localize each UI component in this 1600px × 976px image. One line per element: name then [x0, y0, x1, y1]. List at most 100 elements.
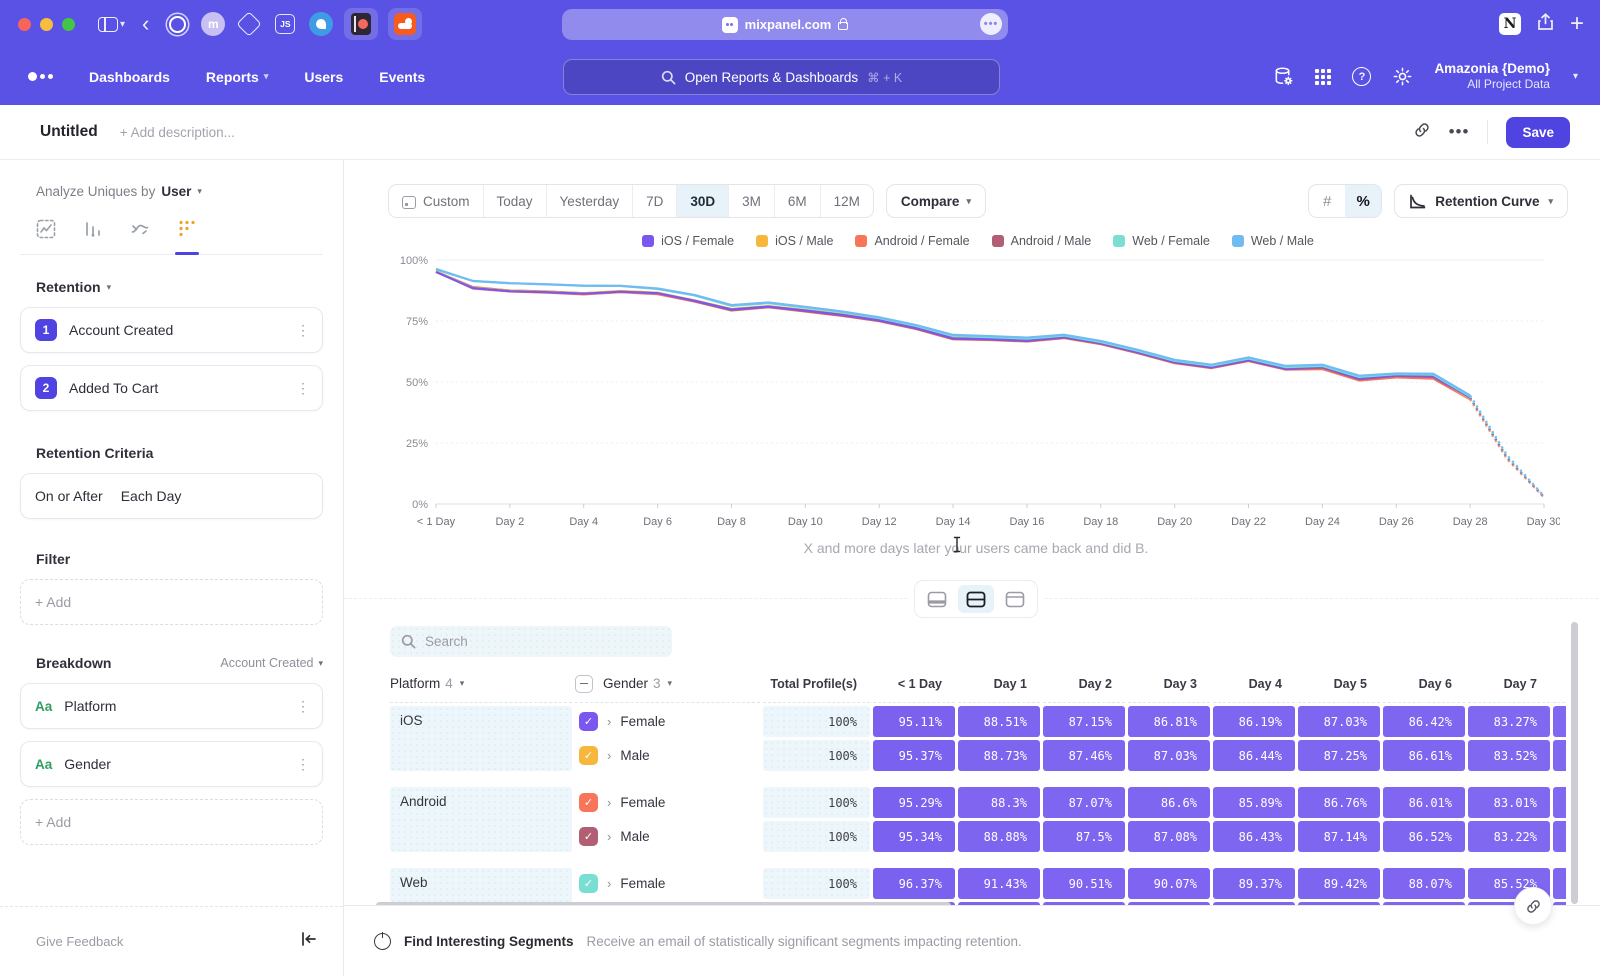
global-search[interactable]: Open Reports & Dashboards ⌘ + K [563, 59, 1000, 95]
retention-value-cell[interactable]: 87.25% [1298, 740, 1380, 771]
notion-extension-icon[interactable]: N [1499, 13, 1521, 35]
compare-button[interactable]: Compare▾ [886, 184, 986, 218]
range-yesterday[interactable]: Yesterday [547, 185, 634, 217]
retention-value-cell[interactable]: 86.19% [1213, 706, 1295, 737]
retention-value-cell[interactable]: 83.01% [1468, 787, 1550, 818]
retention-value-cell[interactable]: 86.81% [1128, 706, 1210, 737]
retention-curve-chart[interactable]: 100%75%50%25%0%< 1 DayDay 2Day 4Day 6Day… [388, 250, 1560, 532]
analyze-value[interactable]: User [161, 184, 191, 199]
mixpanel-logo[interactable] [28, 72, 53, 81]
find-segments-title[interactable]: Find Interesting Segments [404, 934, 574, 949]
retention-value-cell[interactable]: 87.15% [1043, 706, 1125, 737]
nav-item-users[interactable]: Users [304, 69, 343, 85]
series-checkbox[interactable]: ✓ [579, 874, 598, 893]
retention-value-cell[interactable]: 87.14% [1298, 821, 1380, 852]
retention-value-cell[interactable]: 87.5% [1043, 821, 1125, 852]
filter-add-button[interactable]: + Add [20, 579, 323, 625]
retention-value-cell[interactable]: 95.37% [873, 740, 955, 771]
report-title[interactable]: Untitled [40, 123, 98, 141]
retention-value-cell[interactable]: 87.46% [1043, 740, 1125, 771]
retention-step-account-created[interactable]: 1Account Created⋮ [20, 307, 323, 353]
range-today[interactable]: Today [484, 185, 547, 217]
analyze-uniques-row[interactable]: Analyze Uniques by User ▾ [20, 160, 323, 199]
layout-table-only-button[interactable] [997, 585, 1033, 613]
series-checkbox[interactable]: ✓ [579, 827, 598, 846]
number-format-button[interactable]: # [1309, 185, 1345, 217]
give-feedback-link[interactable]: Give Feedback [36, 934, 123, 949]
nav-item-events[interactable]: Events [379, 69, 425, 85]
project-switcher[interactable]: Amazonia {Demo} All Project Data [1434, 61, 1550, 93]
day-column-header[interactable]: < 1 Day [873, 665, 955, 703]
expand-chevron-icon[interactable]: › [607, 876, 611, 891]
retention-value-cell[interactable]: 88.73% [958, 740, 1040, 771]
m-avatar-tab-icon[interactable]: m [201, 12, 225, 36]
range-3m[interactable]: 3M [729, 185, 775, 217]
retention-value-cell[interactable]: 87.03% [1298, 706, 1380, 737]
percent-format-button[interactable]: % [1345, 185, 1381, 217]
day-column-header[interactable]: Day 4 [1213, 665, 1295, 703]
retention-value-cell[interactable]: 95.29% [873, 787, 955, 818]
data-management-icon[interactable] [1273, 66, 1294, 87]
kebab-menu-icon[interactable]: ⋮ [296, 761, 310, 767]
range-7d[interactable]: 7D [633, 185, 677, 217]
legend-item[interactable]: iOS / Male [756, 234, 833, 248]
legend-item[interactable]: Web / Male [1232, 234, 1314, 248]
range-12m[interactable]: 12M [821, 185, 873, 217]
settings-gear-icon[interactable] [1392, 66, 1413, 87]
share-link-floating-button[interactable] [1514, 887, 1552, 925]
expand-chevron-icon[interactable]: › [607, 748, 611, 763]
blue-orb-tab-icon[interactable] [309, 12, 333, 36]
day-column-header[interactable]: Day 3 [1128, 665, 1210, 703]
retention-value-cell[interactable]: 91.43% [958, 868, 1040, 899]
breakdown-scope-selector[interactable]: Account Created▾ [220, 656, 323, 670]
breakdown-gender[interactable]: AaGender⋮ [20, 741, 323, 787]
day-column-header[interactable]: Day 5 [1298, 665, 1380, 703]
layout-split-button[interactable] [958, 585, 994, 613]
window-controls[interactable] [18, 18, 75, 31]
retention-value-cell[interactable]: 83.27% [1468, 706, 1550, 737]
apps-grid-icon[interactable] [1315, 69, 1331, 85]
retention-value-cell[interactable]: 83.52% [1468, 740, 1550, 771]
retention-value-cell[interactable]: 95.11% [873, 706, 955, 737]
legend-item[interactable]: Android / Male [992, 234, 1092, 248]
kebab-menu-icon[interactable]: ⋮ [296, 385, 310, 391]
save-button[interactable]: Save [1506, 117, 1570, 148]
retention-value-cell[interactable]: 87.08% [1128, 821, 1210, 852]
copy-link-icon[interactable] [1413, 121, 1431, 144]
gender-column-header[interactable]: Gender3▾ [575, 665, 760, 703]
close-window-button[interactable] [18, 18, 31, 31]
new-tab-icon[interactable]: + [1570, 12, 1584, 36]
js-tab-icon[interactable]: JS [273, 12, 297, 36]
retention-value-cell[interactable]: 86.76% [1298, 787, 1380, 818]
collapse-sidebar-icon[interactable] [301, 932, 317, 951]
retention-value-cell[interactable]: 86.44% [1213, 740, 1295, 771]
series-checkbox[interactable]: ✓ [579, 793, 598, 812]
reader-tab-active[interactable] [344, 8, 378, 40]
platform-cell-ios[interactable]: iOS [390, 706, 572, 771]
retention-value-cell[interactable]: 86.43% [1213, 821, 1295, 852]
tab-insights-icon[interactable] [36, 219, 56, 254]
legend-item[interactable]: iOS / Female [642, 234, 734, 248]
chart-type-button[interactable]: Retention Curve▾ [1394, 184, 1568, 218]
share-icon[interactable] [1537, 13, 1554, 36]
retention-value-cell[interactable]: 89.37% [1213, 868, 1295, 899]
legend-item[interactable]: Web / Female [1113, 234, 1210, 248]
range-custom[interactable]: Custom [389, 185, 484, 217]
retention-value-cell[interactable]: 85.89% [1213, 787, 1295, 818]
maximize-window-button[interactable] [62, 18, 75, 31]
retention-value-cell[interactable]: 86.01% [1383, 787, 1465, 818]
total-profiles-header[interactable]: Total Profile(s) [763, 665, 870, 703]
criteria-on-or-after[interactable]: On or After [35, 488, 103, 504]
retention-table[interactable]: Platform4▾Gender3▾Total Profile(s)< 1 Da… [390, 665, 1568, 913]
retention-value-cell[interactable]: 86.42% [1383, 706, 1465, 737]
expand-chevron-icon[interactable]: › [607, 829, 611, 844]
retention-value-cell[interactable]: 90.51% [1043, 868, 1125, 899]
tab-retention-icon[interactable] [177, 219, 197, 254]
indeterminate-checkbox[interactable] [575, 675, 593, 693]
cube-tab-icon[interactable] [237, 12, 261, 36]
platform-column-header[interactable]: Platform4▾ [390, 665, 572, 703]
more-options-icon[interactable]: ••• [1449, 122, 1470, 142]
breakdown-platform[interactable]: AaPlatform⋮ [20, 683, 323, 729]
day-column-header[interactable]: Day 1 [958, 665, 1040, 703]
retention-value-cell[interactable]: 88.07% [1383, 868, 1465, 899]
